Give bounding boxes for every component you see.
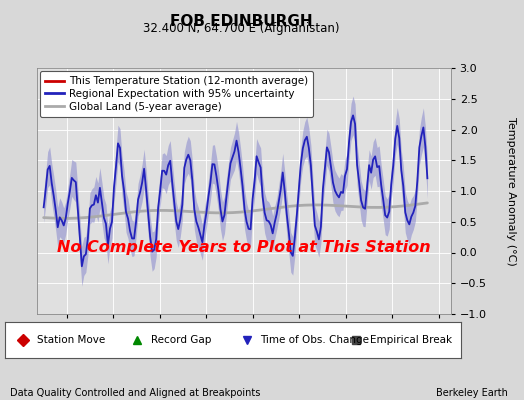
Text: Berkeley Earth: Berkeley Earth	[436, 388, 508, 398]
Text: Station Move: Station Move	[37, 335, 105, 345]
Text: Data Quality Controlled and Aligned at Breakpoints: Data Quality Controlled and Aligned at B…	[10, 388, 261, 398]
Text: FOB EDINBURGH: FOB EDINBURGH	[170, 14, 312, 29]
Y-axis label: Temperature Anomaly (°C): Temperature Anomaly (°C)	[506, 117, 516, 265]
Text: No Complete Years to Plot at This Station: No Complete Years to Plot at This Statio…	[57, 240, 431, 255]
Text: Empirical Break: Empirical Break	[370, 335, 452, 345]
Text: 32.400 N, 64.700 E (Afghanistan): 32.400 N, 64.700 E (Afghanistan)	[143, 22, 340, 35]
Legend: This Temperature Station (12-month average), Regional Expectation with 95% uncer: This Temperature Station (12-month avera…	[40, 71, 313, 117]
Text: Time of Obs. Change: Time of Obs. Change	[260, 335, 369, 345]
Text: Record Gap: Record Gap	[151, 335, 212, 345]
